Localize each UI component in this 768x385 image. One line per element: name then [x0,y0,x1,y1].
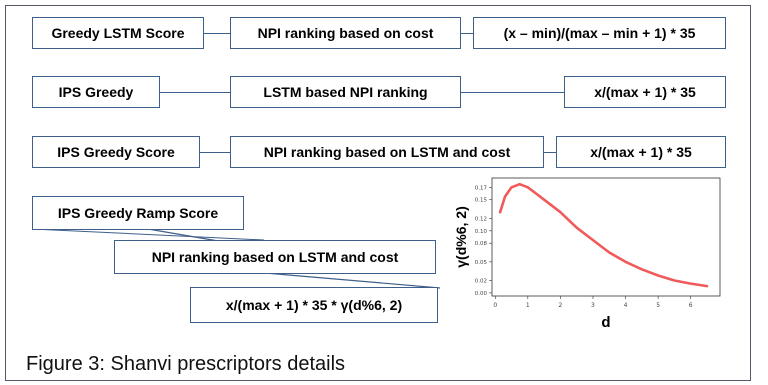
y-axis-label: γ(d%6, 2) [453,206,469,267]
ranking-box-cost: NPI ranking based on cost [230,17,461,49]
x-tick-label: 2 [558,302,562,309]
y-tick-label: 0.12 [475,216,487,222]
formula-text: x/(max + 1) * 35 [590,144,692,160]
y-tick-label: 0.17 [475,185,488,191]
connector [200,152,230,154]
label-text: IPS Greedy Ramp Score [57,205,219,221]
series-line [498,182,709,288]
x-tick-label: 6 [689,302,693,309]
formula-box-minmax: (x – min)/(max – min + 1) * 35 [473,17,726,49]
x-tick-label: 5 [656,302,660,309]
x-tick-label: 0 [493,302,497,309]
label-text: IPS Greedy [58,84,134,100]
y-tick-label: 0.10 [475,229,488,235]
label-box-ips-greedy-ramp-score: IPS Greedy Ramp Score [32,196,244,230]
gamma-chart: 0 1 2 3 4 5 6 0.00 0.02 0.05 0.08 0.10 0.12 0.15 0.17 d… [453,177,721,331]
y-tick-label: 0.05 [475,260,488,266]
x-tick-label: 3 [591,302,595,309]
x-tick-label: 1 [526,302,530,309]
figure-frame [5,5,751,381]
ranking-text: NPI ranking based on cost [257,25,434,41]
connector [461,33,473,35]
plot-area [491,177,721,297]
figure-caption: Figure 3: Shanvi prescriptors details [26,353,346,375]
formula-box-max-2: x/(max + 1) * 35 [556,136,726,168]
label-text: IPS Greedy Score [57,144,175,160]
connector [544,152,556,154]
label-box-ips-greedy-score: IPS Greedy Score [32,136,200,168]
formula-box-gamma: x/(max + 1) * 35 * γ(d%6, 2) [190,287,438,323]
ranking-text: NPI ranking based on LSTM and cost [263,144,511,160]
x-axis-label: d [601,314,610,331]
ranking-text: LSTM based NPI ranking [263,84,428,100]
ranking-box-lstm-cost-ramp: NPI ranking based on LSTM and cost [114,240,436,274]
label-box-ips-greedy: IPS Greedy [32,76,160,108]
formula-text: (x – min)/(max – min + 1) * 35 [503,25,696,41]
label-text: Greedy LSTM Score [51,25,185,41]
formula-text: x/(max + 1) * 35 [594,84,696,100]
y-tick-label: 0.08 [475,241,488,247]
ranking-text: NPI ranking based on LSTM and cost [151,249,399,265]
ranking-box-lstm-cost: NPI ranking based on LSTM and cost [230,136,544,168]
formula-box-max: x/(max + 1) * 35 [564,76,726,108]
connector [160,92,230,94]
label-box-greedy-lstm-score: Greedy LSTM Score [32,17,204,49]
ranking-box-lstm: LSTM based NPI ranking [230,76,461,108]
connector [461,92,564,94]
y-tick-label: 0.00 [475,291,488,297]
formula-text: x/(max + 1) * 35 * γ(d%6, 2) [225,297,403,313]
connector [204,33,230,35]
y-tick-label: 0.02 [475,278,487,284]
x-tick-label: 4 [624,302,628,309]
y-tick-label: 0.15 [475,198,488,204]
